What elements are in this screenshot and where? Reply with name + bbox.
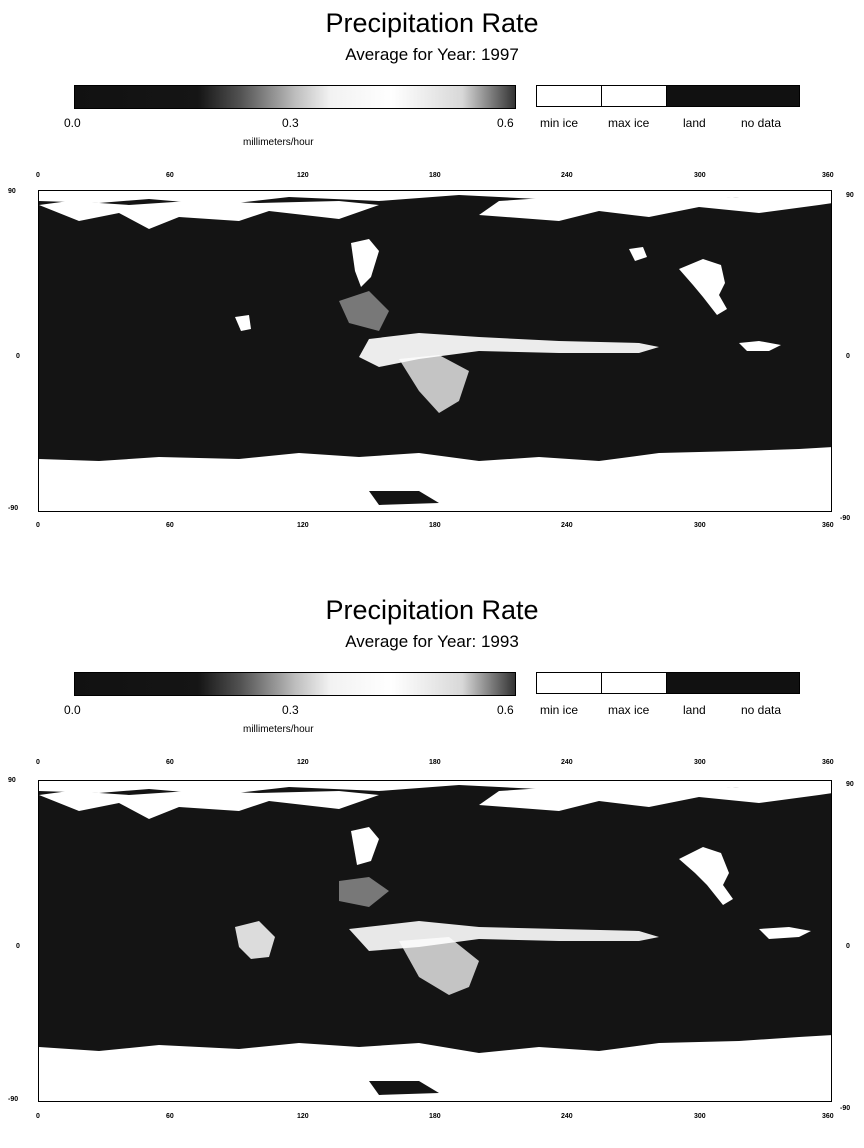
y-tick-left-0: 0 bbox=[16, 943, 20, 950]
precip-color-scale bbox=[74, 672, 516, 696]
x-tick-bottom-180: 180 bbox=[429, 522, 441, 529]
x-tick-bottom-240: 240 bbox=[561, 1113, 573, 1120]
legend-min-ice: min ice bbox=[540, 703, 579, 717]
legend-land: land bbox=[683, 116, 706, 130]
map-subtitle: Average for Year: 1997 bbox=[345, 45, 519, 64]
x-tick-bottom-180: 180 bbox=[429, 1113, 441, 1120]
credit-url: www.ssmi.com bbox=[50, 494, 110, 504]
land-swatch bbox=[666, 85, 800, 107]
world-precip-image bbox=[39, 781, 831, 1101]
x-tick-top-60: 60 bbox=[166, 172, 174, 179]
credit-block: Remote Sensing Systems www.ssmi.com bbox=[50, 480, 188, 505]
x-tick-bottom-120: 120 bbox=[297, 522, 309, 529]
scale-max-label: 0.6 bbox=[497, 703, 514, 717]
y-tick-left-0: 0 bbox=[16, 353, 20, 360]
x-tick-bottom-300: 300 bbox=[694, 1113, 706, 1120]
y-tick-right-neg90: -90 bbox=[840, 1105, 851, 1112]
x-tick-bottom-300: 300 bbox=[694, 522, 706, 529]
x-tick-top-180: 180 bbox=[429, 172, 441, 179]
legend-land: land bbox=[683, 703, 706, 717]
map-panel-1997: Precipitation Rate Average for Year: 199… bbox=[0, 0, 864, 560]
y-tick-left-neg90: -90 bbox=[8, 1096, 19, 1103]
land-swatch bbox=[666, 672, 800, 694]
legend-no-data: no data bbox=[741, 703, 782, 717]
precipitation-map bbox=[38, 780, 832, 1102]
x-tick-top-180: 180 bbox=[429, 759, 441, 766]
x-tick-top-300: 300 bbox=[694, 759, 706, 766]
map-area: Remote Sensing Systems www.ssmi.com bbox=[38, 780, 832, 1102]
x-tick-bottom-0: 0 bbox=[36, 522, 40, 529]
precip-color-scale bbox=[74, 85, 516, 109]
x-tick-top-300: 300 bbox=[694, 172, 706, 179]
map-panel-1993: Precipitation Rate Average for Year: 199… bbox=[0, 587, 864, 1147]
legend-no-data: no data bbox=[741, 116, 782, 130]
scale-mid-label: 0.3 bbox=[282, 703, 299, 717]
x-tick-top-240: 240 bbox=[561, 172, 573, 179]
scale-units: millimeters/hour bbox=[243, 137, 314, 148]
credit-block: Remote Sensing Systems www.ssmi.com bbox=[50, 1070, 188, 1095]
precipitation-map bbox=[38, 190, 832, 512]
scale-mid-label: 0.3 bbox=[282, 116, 299, 130]
y-tick-right-neg90: -90 bbox=[840, 515, 851, 522]
scale-units: millimeters/hour bbox=[243, 724, 314, 735]
x-tick-bottom-240: 240 bbox=[561, 522, 573, 529]
x-tick-bottom-0: 0 bbox=[36, 1113, 40, 1120]
min-ice-swatch bbox=[536, 672, 602, 694]
x-tick-bottom-360: 360 bbox=[822, 522, 834, 529]
scale-min-label: 0.0 bbox=[64, 116, 81, 130]
y-tick-left-90: 90 bbox=[8, 188, 16, 195]
map-title: Precipitation Rate bbox=[325, 595, 539, 625]
map-area: Remote Sensing Systems www.ssmi.com bbox=[38, 190, 832, 512]
y-tick-left-90: 90 bbox=[8, 777, 16, 784]
x-tick-top-120: 120 bbox=[297, 172, 309, 179]
x-tick-bottom-60: 60 bbox=[166, 1113, 174, 1120]
map-subtitle: Average for Year: 1993 bbox=[345, 632, 519, 651]
map-title: Precipitation Rate bbox=[325, 8, 539, 38]
x-tick-top-0: 0 bbox=[36, 172, 40, 179]
min-ice-swatch bbox=[536, 85, 602, 107]
legend-max-ice: max ice bbox=[608, 116, 650, 130]
max-ice-swatch bbox=[601, 85, 667, 107]
world-precip-image bbox=[39, 191, 831, 511]
scale-max-label: 0.6 bbox=[497, 116, 514, 130]
x-tick-top-120: 120 bbox=[297, 759, 309, 766]
x-tick-bottom-120: 120 bbox=[297, 1113, 309, 1120]
y-tick-right-90: 90 bbox=[846, 192, 854, 199]
x-tick-top-0: 0 bbox=[36, 759, 40, 766]
x-tick-bottom-60: 60 bbox=[166, 522, 174, 529]
y-tick-right-90: 90 bbox=[846, 781, 854, 788]
x-tick-top-360: 360 bbox=[822, 759, 834, 766]
y-tick-right-0: 0 bbox=[846, 943, 850, 950]
x-tick-top-60: 60 bbox=[166, 759, 174, 766]
legend-max-ice: max ice bbox=[608, 703, 650, 717]
max-ice-swatch bbox=[601, 672, 667, 694]
x-tick-top-240: 240 bbox=[561, 759, 573, 766]
y-tick-left-neg90: -90 bbox=[8, 505, 19, 512]
y-tick-right-0: 0 bbox=[846, 353, 850, 360]
legend-min-ice: min ice bbox=[540, 116, 579, 130]
credit-url: www.ssmi.com bbox=[50, 1084, 110, 1094]
credit-org: Remote Sensing Systems bbox=[50, 1070, 154, 1080]
x-tick-bottom-360: 360 bbox=[822, 1113, 834, 1120]
scale-min-label: 0.0 bbox=[64, 703, 81, 717]
credit-org: Remote Sensing Systems bbox=[50, 480, 154, 490]
x-tick-top-360: 360 bbox=[822, 172, 834, 179]
